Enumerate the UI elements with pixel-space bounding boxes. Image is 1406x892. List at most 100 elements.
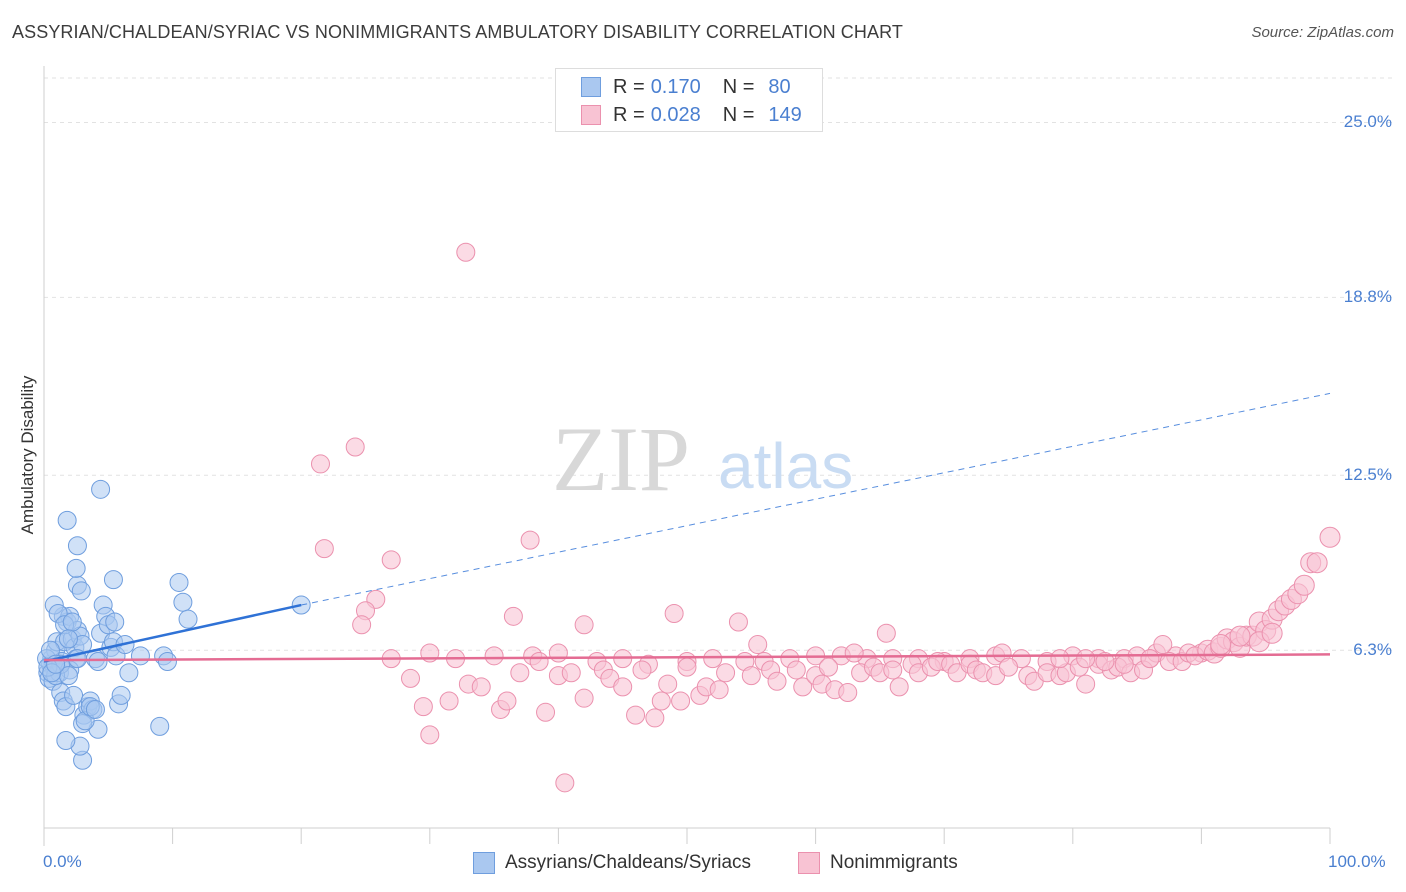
nonimmigrants-point <box>876 623 896 643</box>
legend-item-nonimmigrants: Nonimmigrants <box>798 852 958 874</box>
nonimmigrants-legend-label: Nonimmigrants <box>830 852 958 873</box>
nonimmigrants-point <box>345 437 365 457</box>
nonimmigrants-point <box>536 702 556 722</box>
x-tick-min: 0.0% <box>43 852 82 871</box>
nonimmigrants-point <box>1076 649 1096 669</box>
assyrians-point <box>64 685 84 705</box>
assyrians-point <box>150 716 170 736</box>
n-label: N = <box>722 75 755 98</box>
nonimmigrants-point <box>310 454 330 474</box>
nonimmigrants-point <box>548 643 568 663</box>
assyrians-point <box>105 612 125 632</box>
nonimmigrants-point <box>793 677 813 697</box>
assyrians-point <box>67 536 87 556</box>
assyrians-point <box>57 510 77 530</box>
nonimmigrants-point <box>767 671 787 691</box>
nonimmigrants-point <box>728 612 748 632</box>
nonimmigrants-point <box>520 530 540 550</box>
assyrians-point <box>157 651 177 671</box>
assyrians-point <box>111 685 131 705</box>
nonimmigrants-point <box>748 635 768 655</box>
x-tick-max: 100.0% <box>1328 852 1386 871</box>
assyrians-point <box>91 479 111 499</box>
assyrians-points <box>37 479 311 770</box>
nonimmigrants-point <box>999 657 1018 677</box>
pink-swatch <box>581 105 601 125</box>
nonimmigrants-point <box>1210 634 1232 656</box>
assyrians-point <box>103 570 123 590</box>
n-value-blue: 80 <box>768 75 791 98</box>
nonimmigrants-point <box>703 649 723 669</box>
nonimmigrants-point <box>529 651 549 671</box>
y-tick-label: 25.0% <box>1343 112 1392 132</box>
nonimmigrants-point <box>497 691 517 711</box>
nonimmigrants-point <box>1140 649 1160 669</box>
nonimmigrants-point <box>1229 625 1251 647</box>
nonimmigrants-point <box>1050 649 1070 669</box>
correlation-legend: R = 0.170 N = 80 R = 0.028 N = 149 <box>555 68 823 132</box>
nonimmigrants-point <box>401 668 421 688</box>
nonimmigrants-point <box>420 725 440 745</box>
n-label: N = <box>722 103 755 126</box>
nonimmigrants-point <box>613 677 633 697</box>
axes <box>43 66 1331 846</box>
nonimmigrants-point <box>741 666 761 686</box>
nonimmigrants-point <box>883 660 903 680</box>
nonimmigrants-point <box>555 773 575 793</box>
nonimmigrants-point <box>651 691 671 711</box>
assyrians-point <box>178 609 198 629</box>
legend-row-pink: R = 0.028 N = 149 <box>581 101 802 129</box>
nonimmigrants-point <box>709 680 729 700</box>
nonimmigrants-point <box>818 657 838 677</box>
assyrians-point <box>58 629 78 649</box>
nonimmigrants-point <box>561 663 581 683</box>
legend-item-assyrians: Assyrians/Chaldeans/Syriacs <box>473 852 751 874</box>
nonimmigrants-point <box>1261 622 1283 644</box>
nonimmigrants-point <box>658 674 678 694</box>
nonimmigrants-point <box>1114 654 1134 674</box>
nonimmigrants-point <box>1153 635 1173 655</box>
nonimmigrants-point <box>352 615 372 635</box>
nonimmigrants-point <box>716 663 736 683</box>
nonimmigrants-point <box>471 677 491 697</box>
assyrians-point <box>66 558 86 578</box>
assyrians-point <box>130 646 150 666</box>
nonimmigrants-point <box>574 688 594 708</box>
source-label: Source: ZipAtlas.com <box>1251 24 1394 41</box>
assyrians-point <box>88 651 108 671</box>
assyrians-trend-line <box>43 603 302 663</box>
assyrians-point <box>173 592 193 612</box>
nonimmigrants-point <box>786 660 806 680</box>
nonimmigrants-point <box>844 643 864 663</box>
nonimmigrants-point <box>1306 552 1328 574</box>
nonimmigrants-point <box>671 691 691 711</box>
nonimmigrants-point <box>677 657 697 677</box>
nonimmigrants-point <box>1293 574 1315 596</box>
watermark-zip: ZIP <box>552 408 690 510</box>
nonimmigrants-point <box>889 677 909 697</box>
r-value-blue: 0.170 <box>650 75 701 98</box>
assyrians-point <box>62 612 82 632</box>
n-value-pink: 149 <box>768 103 802 126</box>
assyrians-point <box>71 581 91 601</box>
y-tick-label: 18.8% <box>1343 287 1392 307</box>
nonimmigrants-point <box>1319 526 1341 548</box>
nonimmigrants-point <box>1095 651 1115 671</box>
nonimmigrants-trend-line <box>43 653 1331 662</box>
nonimmigrants-point <box>484 646 504 666</box>
nonimmigrants-point <box>381 550 401 570</box>
r-label: R = <box>613 103 645 126</box>
nonimmigrants-points <box>310 242 1341 793</box>
nonimmigrants-point <box>632 660 652 680</box>
assyrians-point <box>119 663 139 683</box>
assyrians-point <box>85 699 105 719</box>
r-value-pink: 0.028 <box>650 103 701 126</box>
nonimmigrants-point <box>574 615 594 635</box>
nonimmigrants-point <box>645 708 665 728</box>
watermark-atlas: atlas <box>718 430 853 502</box>
assyrians-point <box>169 572 189 592</box>
nonimmigrants-point <box>626 705 646 725</box>
r-label: R = <box>613 75 645 98</box>
nonimmigrants-point <box>503 606 523 626</box>
